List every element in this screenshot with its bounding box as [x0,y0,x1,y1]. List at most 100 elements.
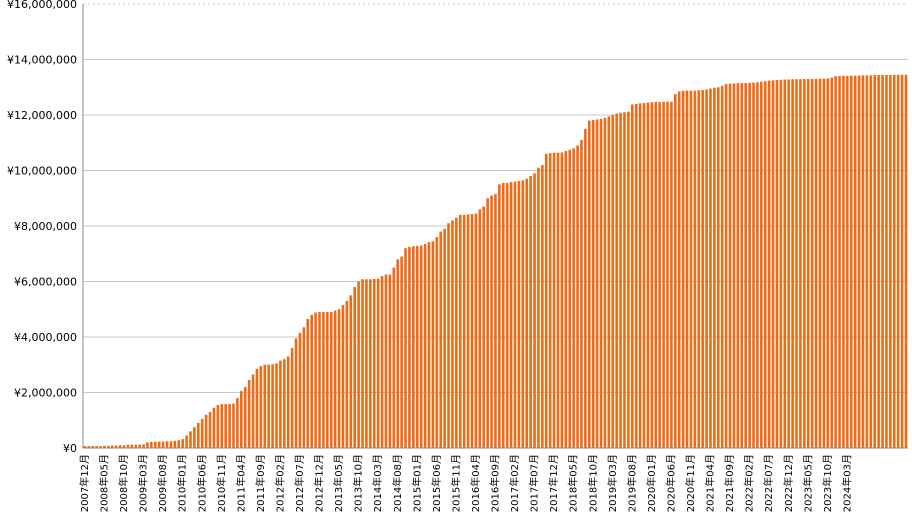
bar [478,209,482,448]
bar [322,312,325,448]
bar [564,151,568,448]
bar [439,231,443,448]
bar [243,386,247,448]
bar [275,363,278,448]
bar [689,90,693,448]
bar [846,75,849,449]
bar [99,446,102,448]
bar [896,74,900,448]
bar [283,359,286,448]
bar [200,418,204,448]
bar [341,305,345,448]
bar [87,446,91,448]
bar [611,115,615,448]
x-tick-label: 2008年05月 [98,454,111,512]
y-tick-label: ¥0 [63,442,77,455]
bar [677,91,681,448]
bar [724,83,728,449]
bar [107,445,110,448]
x-tick-label: 2020年06月 [664,454,677,512]
bar [240,391,243,448]
bar [767,80,771,448]
bar [326,312,329,448]
bar [212,407,216,448]
bar [826,78,830,449]
bar [650,102,654,448]
bar [544,153,548,448]
x-tick-label: 2020年11月 [684,454,697,512]
x-tick-label: 2018年10月 [586,454,599,512]
bar [865,75,869,448]
bar [623,112,626,448]
bar [505,182,509,449]
bar [791,79,794,448]
bar [760,81,763,448]
bar [822,78,826,449]
x-tick-label: 2013年05月 [332,454,345,512]
bar [740,83,744,448]
bar [474,213,478,448]
bar [247,380,251,448]
bar [412,246,415,448]
bar [298,332,302,448]
bar [329,312,333,448]
y-tick-label: ¥12,000,000 [7,109,77,122]
x-tick-label: 2021年09月 [723,454,736,512]
bar [607,116,611,448]
bar [498,184,501,449]
x-tick-label: 2024年03月 [840,454,853,512]
bar [795,79,798,448]
bar [885,75,888,448]
bar [349,295,353,449]
bar [423,244,427,448]
bar-series [83,74,908,449]
bar [333,310,337,448]
bar [842,75,845,449]
bar [900,74,904,448]
bar [146,442,149,448]
bar [169,441,173,448]
bar [548,153,552,449]
bar [627,111,630,449]
bar [556,152,560,449]
bar [501,182,505,449]
x-tick-label: 2020年01月 [645,454,658,512]
bar [447,223,450,448]
x-tick-label: 2016年09月 [489,454,502,512]
bar [357,281,360,448]
bar [584,128,587,449]
y-tick-label: ¥14,000,000 [7,54,77,67]
bar [165,441,169,448]
bar [720,85,724,449]
bar [810,78,814,449]
bar [619,112,622,448]
bar [787,79,790,448]
bar [521,180,525,448]
bar [181,439,184,448]
bar [361,279,364,448]
bar [666,101,669,449]
bar [255,368,259,448]
bar [509,182,513,448]
bar [353,287,356,448]
x-tick-label: 2019年03月 [606,454,619,512]
bar [466,214,470,448]
bar [482,206,486,448]
x-tick-label: 2022年02月 [743,454,756,512]
bar [587,120,591,449]
bar [224,404,227,448]
x-tick-label: 2017年02月 [508,454,521,512]
bar [110,445,114,448]
bar [552,152,556,449]
bar [103,445,106,448]
bar [118,445,122,448]
bar [560,152,564,448]
bar [267,364,270,448]
bar [294,338,298,448]
bar [853,75,857,448]
bar [443,228,446,448]
x-tick-label: 2010年01月 [176,454,189,512]
bar [83,446,87,448]
bar [173,440,177,448]
x-tick-label: 2017年12月 [547,454,560,512]
